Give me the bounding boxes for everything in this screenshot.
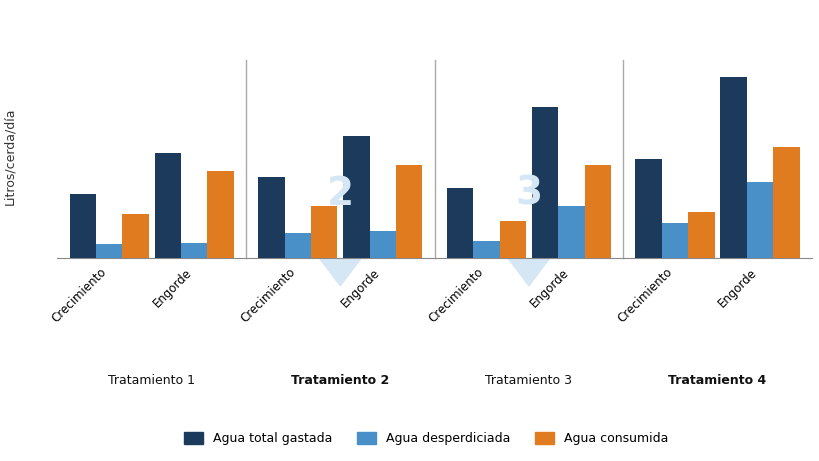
Bar <box>122 214 149 258</box>
Bar <box>258 177 284 258</box>
Bar <box>181 243 207 258</box>
Bar <box>284 232 310 258</box>
Bar <box>635 159 661 258</box>
Bar <box>719 77 746 258</box>
Bar <box>154 153 181 258</box>
Text: Tratamiento 2: Tratamiento 2 <box>291 374 389 387</box>
Bar <box>342 136 369 258</box>
Legend: Agua total gastada, Agua desperdiciada, Agua consumida: Agua total gastada, Agua desperdiciada, … <box>179 426 672 450</box>
Text: Tratamiento 1: Tratamiento 1 <box>108 374 195 387</box>
Bar <box>687 212 714 258</box>
Bar <box>531 106 558 258</box>
Bar <box>369 231 396 258</box>
Bar <box>70 194 96 258</box>
Bar <box>584 165 610 258</box>
Bar <box>772 148 799 258</box>
Bar <box>96 244 122 258</box>
Text: Tratamiento 4: Tratamiento 4 <box>667 374 766 387</box>
Text: Litros/cerda/día: Litros/cerda/día <box>3 108 16 206</box>
Bar <box>207 171 233 258</box>
Bar <box>310 206 337 258</box>
Text: 2: 2 <box>326 175 354 213</box>
Bar <box>558 206 584 258</box>
Bar <box>746 183 772 258</box>
Bar <box>473 241 499 258</box>
Bar <box>396 165 422 258</box>
Bar <box>446 188 473 258</box>
Bar <box>499 221 526 258</box>
Text: 3: 3 <box>514 175 542 213</box>
Bar <box>661 223 687 258</box>
Text: Tratamiento 3: Tratamiento 3 <box>485 374 572 387</box>
